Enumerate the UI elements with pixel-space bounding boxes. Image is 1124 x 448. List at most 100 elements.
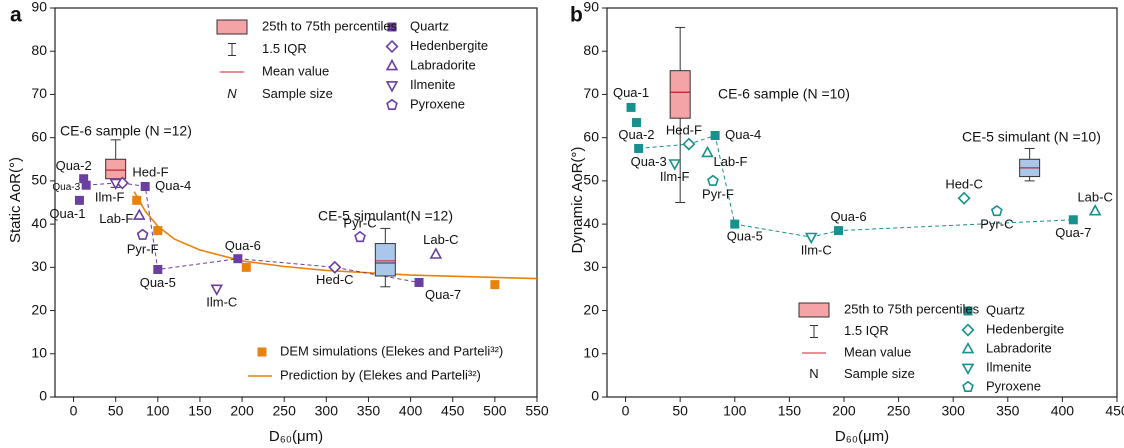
- box: [669, 70, 691, 119]
- point-label: Qua-5: [140, 275, 176, 290]
- box-label: CE-5 simulant (N =10): [962, 129, 1101, 145]
- legend-marker: [385, 39, 399, 54]
- marker: [241, 262, 251, 272]
- point-label: Qua-3: [52, 182, 80, 193]
- y-tick-label: 60: [31, 128, 47, 144]
- legend-label: Mean value: [262, 63, 329, 78]
- marker: [81, 180, 91, 190]
- point-label: Hed-F: [132, 164, 168, 179]
- legend-marker: [257, 347, 267, 357]
- y-tick-label: 50: [583, 172, 599, 188]
- legend-label: 1.5 IQR: [262, 41, 307, 56]
- legend-label: Sample size: [844, 366, 915, 381]
- marker: [730, 219, 740, 229]
- x-tick-label: 300: [315, 403, 339, 419]
- panel-label: b: [570, 4, 583, 27]
- legend-label: 1.5 IQR: [844, 323, 889, 338]
- point-label: Qua-7: [425, 287, 461, 302]
- y-tick-label: 90: [583, 0, 599, 15]
- legend-label: Hedenbergite: [986, 321, 1064, 336]
- marker: [328, 260, 342, 274]
- marker: [1068, 215, 1078, 225]
- marker: [136, 228, 149, 240]
- point-label: Qua-4: [155, 178, 191, 193]
- legend-marker: [386, 98, 398, 110]
- marker: [153, 226, 163, 236]
- marker: [79, 174, 89, 184]
- legend-label: Hedenbergite: [410, 38, 488, 53]
- box-label: CE-5 simulant(N =12): [318, 208, 453, 224]
- legend-label: Pyroxene: [986, 378, 1041, 393]
- y-tick-label: 30: [583, 258, 599, 274]
- legend-label: 25th to 75th percentiles: [844, 301, 980, 316]
- point-label: Qua-5: [727, 229, 763, 244]
- legend-marker: [963, 306, 973, 316]
- legend-label: Ilmenite: [410, 77, 456, 92]
- plot-frame: [606, 7, 1118, 398]
- y-axis-label: Dynamic AoR(°): [569, 147, 586, 254]
- point-label: Qua-1: [49, 206, 85, 221]
- y-tick-label: 70: [31, 85, 47, 101]
- x-tick-label: 100: [146, 403, 170, 419]
- legend-whisker: [810, 325, 818, 338]
- legend-label: Labradorite: [986, 340, 1052, 355]
- point-label: Hed-C: [316, 272, 354, 287]
- marker: [668, 159, 682, 171]
- x-tick-label: 300: [942, 403, 966, 419]
- x-axis-label: D₆₀(μm): [269, 428, 323, 445]
- marker: [429, 247, 443, 259]
- point-label: Pyr-F: [702, 186, 734, 201]
- marker: [682, 137, 696, 151]
- legend-label: Sample size: [262, 86, 333, 101]
- box: [105, 158, 127, 180]
- marker: [710, 131, 720, 141]
- legend-label: Labradorite: [410, 57, 476, 72]
- marker: [233, 254, 243, 264]
- y-tick-label: 60: [583, 128, 599, 144]
- marker: [132, 195, 142, 205]
- marker: [804, 232, 818, 245]
- y-tick-label: 20: [31, 301, 47, 317]
- x-tick-label: 50: [108, 403, 124, 419]
- point-label: Pyr-F: [127, 241, 159, 256]
- legend-marker: [961, 341, 975, 354]
- point-label: Pyr-C: [343, 216, 376, 231]
- y-tick-label: 10: [583, 344, 599, 360]
- y-tick-label: 80: [583, 42, 599, 58]
- marker: [990, 205, 1003, 217]
- point-label: Qua-4: [725, 127, 761, 142]
- point-label: Pyr-C: [980, 217, 1013, 232]
- x-tick-label: 350: [996, 403, 1020, 419]
- x-tick-label: 450: [441, 403, 465, 419]
- point-label: Qua-6: [225, 238, 261, 253]
- legend-box: [798, 302, 830, 318]
- marker: [74, 195, 84, 205]
- point-label: Lab-C: [423, 232, 458, 247]
- legend-marker: [962, 380, 974, 393]
- fit-line: [133, 191, 538, 280]
- plot-frame: [54, 7, 538, 398]
- marker: [1088, 204, 1102, 216]
- point-label: Qua-1: [613, 85, 649, 100]
- marker: [109, 178, 122, 191]
- x-tick-label: 0: [70, 403, 78, 419]
- marker: [140, 182, 150, 192]
- y-axis-label: Static AoR(°): [7, 157, 24, 243]
- marker: [834, 226, 844, 236]
- point-label: Hed-F: [666, 123, 702, 138]
- x-tick-label: 50: [672, 403, 688, 419]
- x-tick-label: 500: [483, 403, 507, 419]
- y-tick-label: 50: [31, 172, 47, 188]
- legend-marker: [385, 81, 399, 93]
- point-label: Qua-7: [1055, 225, 1091, 240]
- x-tick-label: 350: [357, 403, 381, 419]
- marker: [354, 230, 366, 243]
- point-label: Ilm-C: [206, 294, 237, 309]
- marker: [701, 145, 714, 158]
- x-tick-label: 150: [778, 403, 802, 419]
- x-tick-label: 400: [1051, 403, 1075, 419]
- point-label: Ilm-F: [660, 169, 690, 184]
- x-tick-label: 250: [273, 403, 297, 419]
- point-label: Hed-C: [945, 177, 983, 192]
